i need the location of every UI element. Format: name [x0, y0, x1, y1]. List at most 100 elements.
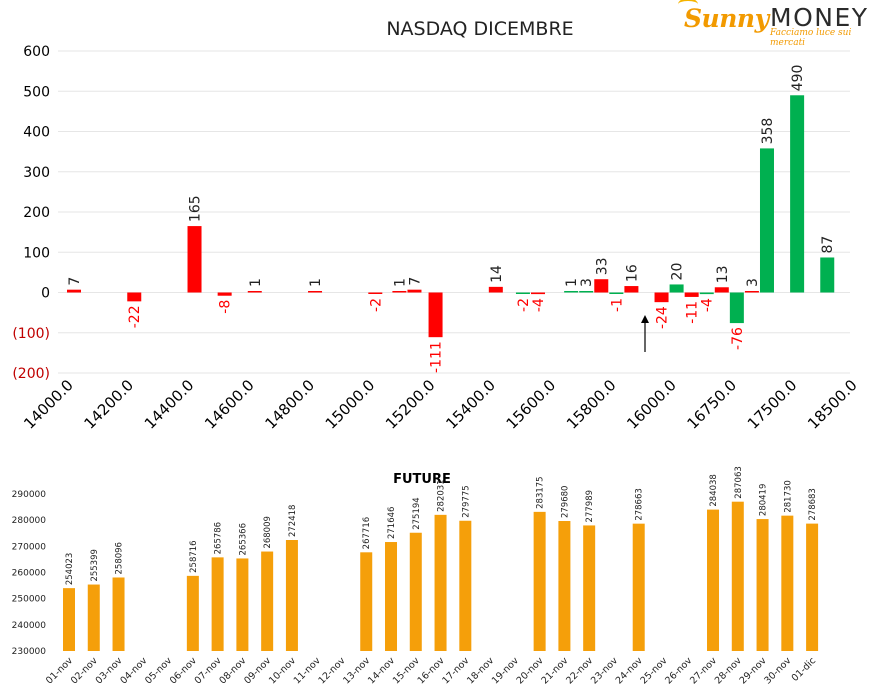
- options-bar: [515, 292, 530, 294]
- future-bar-value-label: 277989: [585, 490, 595, 522]
- bar-value-label: 165: [188, 195, 204, 222]
- future-bar-value-label: 282031: [437, 479, 447, 511]
- future-bar-value-label: 267716: [362, 517, 372, 549]
- options-bar: [699, 292, 714, 295]
- bar-value-label: 490: [790, 65, 806, 92]
- options-bar: [531, 292, 546, 295]
- bar-value-label: 7: [67, 277, 83, 286]
- future-bar-value-label: 275194: [412, 497, 422, 529]
- bar-value-label: -24: [655, 306, 671, 329]
- sunny-money-logo: Sunny MONEY Facciamo luce sui mercati: [678, 0, 882, 48]
- bar-value-label: -1: [609, 298, 625, 312]
- future-bar: [409, 532, 422, 651]
- nasdaq-options-chart: NASDAQ DICEMBRE 600 500 400 300 200 100 0 (100) (…: [12, 18, 860, 433]
- bar-value-label: 16: [624, 264, 640, 282]
- options-bar: [488, 286, 503, 293]
- future-y-tick-label: 270000: [12, 542, 47, 552]
- y-tick-label: 600: [23, 44, 50, 60]
- future-y-tick-label: 240000: [12, 621, 47, 631]
- options-bar: [624, 286, 639, 293]
- options-bar: [564, 291, 579, 293]
- bar-value-label: -22: [127, 305, 143, 328]
- options-bar: [368, 292, 383, 294]
- logo-tagline: Facciamo luce sui mercati: [770, 28, 852, 48]
- bar-value-label: 3: [579, 278, 595, 287]
- bar-value-label: -111: [429, 341, 445, 373]
- future-bar-value-label: 279775: [461, 485, 471, 517]
- annotation-arrow-head: [641, 315, 649, 323]
- future-bar: [756, 519, 769, 651]
- bar-value-label: -4: [531, 298, 547, 312]
- future-price-chart: FUTURE 230000 240000 250000 260000 270000 2800…: [12, 466, 819, 686]
- bar-value-label: -11: [685, 301, 701, 324]
- future-bar: [434, 514, 447, 651]
- y-tick-label: 200: [23, 205, 50, 221]
- y-tick-label: 300: [23, 165, 50, 181]
- y-tick-label: 400: [23, 125, 50, 141]
- x-tick-label: 15600.0: [503, 376, 560, 433]
- future-bar-value-label: 278683: [808, 488, 818, 520]
- future-y-tick-label: 260000: [12, 569, 47, 579]
- options-bar: [392, 291, 407, 293]
- x-tick-label: 14200.0: [81, 376, 138, 433]
- options-bar: [187, 226, 202, 293]
- y-tick-label: 100: [23, 245, 50, 261]
- bar-value-label: -2: [368, 298, 384, 312]
- options-bar: [579, 291, 594, 293]
- future-bar-value-label: 281730: [783, 480, 793, 512]
- future-y-tick-label: 230000: [12, 647, 47, 657]
- bar-value-label: 1: [564, 278, 580, 287]
- future-bar: [211, 557, 224, 651]
- bar-value-label: -2: [516, 298, 532, 312]
- options-bar: [247, 291, 262, 293]
- options-bar: [714, 287, 729, 293]
- y-tick-label: (200): [12, 366, 50, 382]
- logo-brand-sunny: Sunny: [684, 4, 769, 33]
- future-bar-value-label: 254023: [65, 553, 75, 585]
- future-bar: [558, 521, 571, 651]
- bar-value-label: 20: [670, 263, 686, 281]
- bar-value-label: -4: [700, 298, 716, 312]
- future-bar: [459, 520, 472, 651]
- future-bar: [632, 523, 645, 651]
- options-bar: [759, 148, 774, 293]
- options-bar: [217, 292, 232, 296]
- future-bar: [806, 523, 819, 651]
- x-tick-label: 15400.0: [442, 376, 499, 433]
- future-bar: [533, 511, 546, 651]
- future-bar-value-label: 284038: [709, 474, 719, 506]
- options-bar: [820, 257, 835, 293]
- x-tick-label: 14800.0: [261, 376, 318, 433]
- y-tick-label: (100): [12, 326, 50, 342]
- future-y-tick-label: 280000: [12, 516, 47, 526]
- future-bar: [583, 525, 596, 651]
- options-bar: [609, 292, 624, 294]
- future-bar: [781, 515, 794, 651]
- x-tick-label: 15200.0: [382, 376, 439, 433]
- bar-value-label: 1: [392, 278, 408, 287]
- future-bar-value-label: 280419: [759, 484, 769, 516]
- y-tick-label: 0: [41, 286, 50, 302]
- options-bar: [594, 279, 609, 293]
- future-bar: [385, 542, 398, 651]
- future-bar-value-label: 265366: [238, 523, 248, 555]
- future-bar: [261, 551, 274, 651]
- future-bar-value-label: 279680: [560, 486, 570, 518]
- bar-value-label: 87: [820, 236, 836, 254]
- options-bar: [127, 292, 142, 302]
- future-bar: [707, 509, 720, 651]
- x-tick-label: 17500.0: [744, 376, 801, 433]
- bar-value-label: 7: [407, 277, 423, 286]
- future-bar: [285, 540, 298, 651]
- options-bar: [790, 95, 805, 293]
- bar-value-label: -8: [218, 300, 234, 314]
- bar-value-label: -76: [730, 327, 746, 350]
- options-bar: [654, 292, 669, 303]
- future-y-tick-label: 250000: [12, 595, 47, 605]
- future-chart-title: FUTURE: [393, 472, 451, 487]
- x-tick-label: 14000.0: [20, 376, 77, 433]
- x-tick-label: 18500.0: [804, 376, 861, 433]
- bar-value-label: 1: [248, 278, 264, 287]
- future-bar-value-label: 255399: [90, 549, 100, 581]
